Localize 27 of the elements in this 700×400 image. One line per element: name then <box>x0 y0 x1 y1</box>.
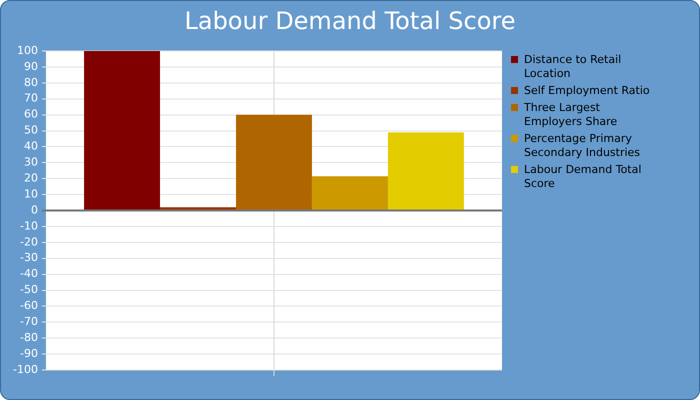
y-tick-label: -10 <box>20 219 38 232</box>
y-tick-label: -30 <box>20 251 38 264</box>
y-tick-label: 30 <box>24 156 38 169</box>
y-tick-label: -100 <box>12 362 38 376</box>
y-tick-label: -70 <box>20 315 38 328</box>
y-tick-label: 20 <box>24 171 38 184</box>
y-tick-label: 40 <box>24 140 38 153</box>
y-tick-label: -40 <box>20 267 38 280</box>
y-tick-label: -60 <box>20 299 38 312</box>
y-tick-label: 90 <box>24 60 38 73</box>
y-tick-label: -90 <box>20 346 38 360</box>
y-tick-label: 80 <box>24 76 38 89</box>
legend-label: Percentage Primary Secondary Industries <box>524 132 642 160</box>
y-tick-label: -20 <box>20 235 38 248</box>
legend-label: Self Employment Ratio <box>524 84 651 98</box>
y-tick-label: 70 <box>24 92 38 105</box>
y-tick-label: 50 <box>24 124 38 137</box>
y-tick-label: 60 <box>24 108 38 121</box>
y-tick-label: 100 <box>16 44 38 57</box>
legend-label: Distance to Retail Location <box>524 53 622 81</box>
y-tick-label: 10 <box>24 187 38 200</box>
y-tick-label: -50 <box>20 283 38 296</box>
legend-label: Three Largest Employers Share <box>524 101 618 129</box>
legend-label: Labour Demand Total Score <box>524 163 642 191</box>
chart-title: Labour Demand Total Score <box>183 7 516 35</box>
y-tick-label: -80 <box>20 330 38 344</box>
y-tick-label: 0 <box>30 203 38 216</box>
